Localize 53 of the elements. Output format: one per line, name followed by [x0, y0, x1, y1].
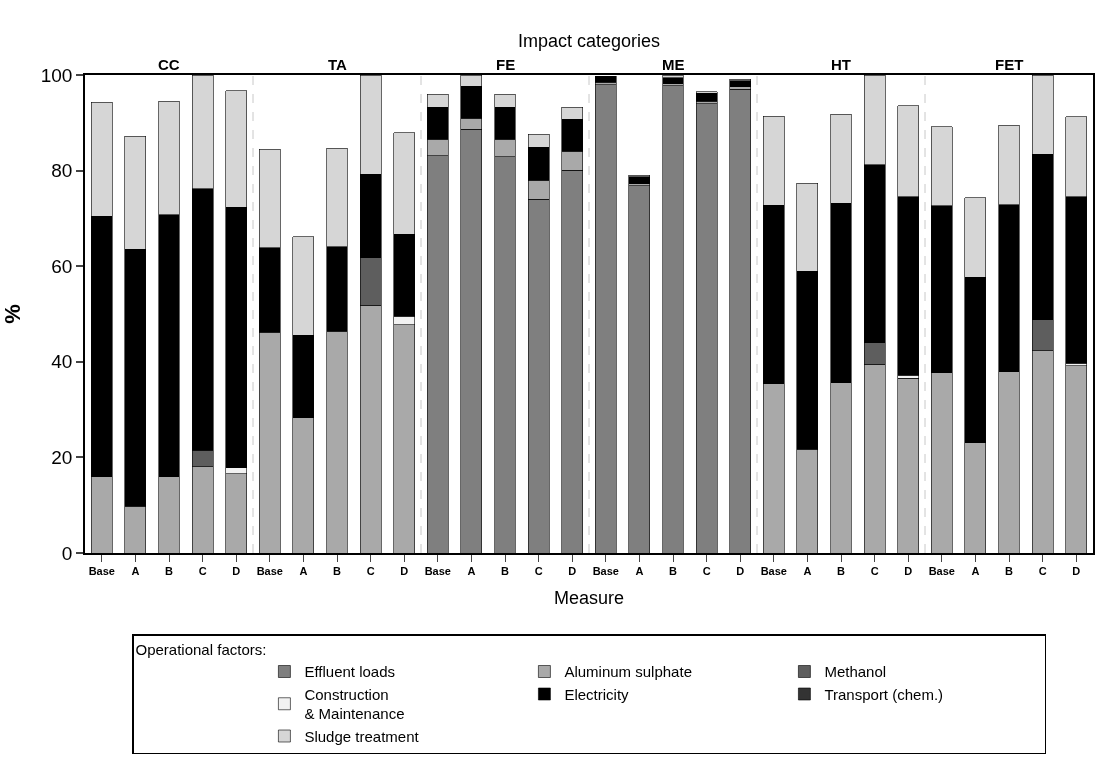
text: TA: [328, 56, 348, 73]
x-tick-label: A: [635, 564, 644, 577]
x-tick-label: D: [1072, 564, 1081, 577]
x-tick-label: A: [803, 564, 812, 577]
x-tick-label: D: [736, 564, 745, 577]
x-tick-label: C: [198, 564, 207, 577]
x-tick-label: C: [702, 564, 711, 577]
x-tick-label: Base: [424, 564, 451, 577]
x-tick-label: B: [333, 564, 342, 577]
legend-label: Transport (chem.): [824, 685, 944, 703]
x-tick-label: C: [870, 564, 879, 577]
x-tick-label: D: [232, 564, 241, 577]
legend-title: Operational factors:: [135, 641, 267, 659]
x-tick-label: A: [299, 564, 308, 577]
x-tick-label: B: [165, 564, 174, 577]
text: CC: [158, 56, 180, 73]
x-tick-label: C: [366, 564, 375, 577]
legend-label: Construction & Maintenance: [304, 685, 405, 723]
legend-label: Electricity: [564, 685, 630, 703]
x-tick-label: B: [501, 564, 510, 577]
x-tick-label: C: [534, 564, 543, 577]
x-tick-label: A: [131, 564, 140, 577]
legend-label: Aluminum sulphate: [564, 663, 692, 681]
y-axis-title: %: [0, 304, 25, 324]
x-tick-label: D: [400, 564, 409, 577]
y-tick-label: 80: [51, 160, 73, 182]
x-tick-label: Base: [760, 564, 787, 577]
y-tick-label: 40: [51, 351, 73, 373]
x-tick-label: Base: [256, 564, 283, 577]
y-tick-label: 60: [51, 255, 73, 277]
text: FET: [995, 56, 1024, 73]
text: FE: [496, 56, 516, 73]
legend-label: Sludge treatment: [304, 727, 420, 745]
y-tick-label: 20: [51, 447, 73, 469]
x-tick-label: A: [467, 564, 476, 577]
y-tick-label: 0: [61, 542, 73, 564]
x-tick-label: B: [837, 564, 846, 577]
x-tick-label: B: [1005, 564, 1014, 577]
x-tick-label: Base: [928, 564, 955, 577]
legend-label: Effluent loads: [304, 663, 396, 681]
legend-label: Methanol: [824, 663, 887, 681]
x-tick-label: D: [904, 564, 913, 577]
x-tick-label: Base: [88, 564, 115, 577]
text: ME: [662, 56, 685, 73]
x-tick-label: Base: [592, 564, 619, 577]
x-tick-label: A: [971, 564, 980, 577]
x-tick-label: B: [669, 564, 678, 577]
y-tick-label: 100: [40, 64, 73, 86]
x2-axis-title: Impact categories: [518, 31, 661, 51]
text: HT: [831, 56, 851, 73]
x-axis-title: Measure: [553, 587, 625, 608]
x-tick-label: C: [1038, 564, 1047, 577]
x-tick-label: D: [568, 564, 577, 577]
